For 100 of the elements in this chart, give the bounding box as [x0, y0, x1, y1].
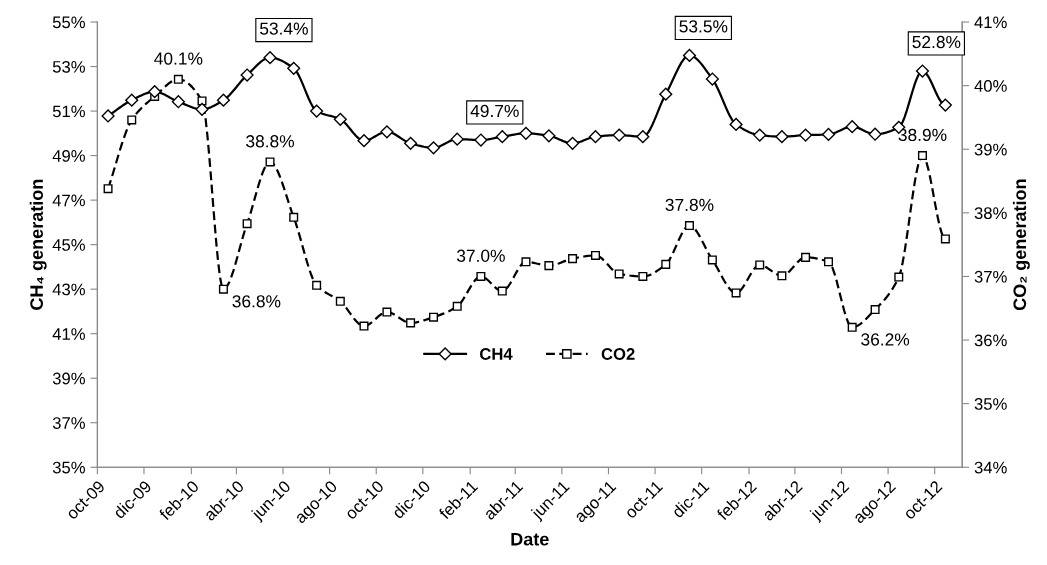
point — [705, 72, 719, 86]
point — [263, 51, 277, 65]
data-label: 36.8% — [232, 295, 281, 308]
point — [495, 130, 509, 144]
legend-label: CH4 — [480, 348, 513, 360]
point — [940, 234, 950, 244]
point — [821, 127, 836, 142]
y-tick-label: 51% — [52, 105, 85, 118]
point — [775, 130, 789, 144]
point — [452, 301, 462, 311]
y-tick-label: 35% — [52, 461, 85, 474]
point — [312, 280, 322, 290]
point — [474, 133, 488, 147]
point — [310, 104, 324, 118]
point — [568, 254, 578, 264]
point — [659, 87, 673, 101]
point — [127, 115, 137, 125]
data-label: 53.4% — [260, 22, 308, 35]
point — [216, 93, 231, 107]
point — [917, 151, 927, 161]
point — [265, 157, 275, 167]
point — [753, 128, 767, 142]
point — [588, 130, 603, 144]
data-label: 40.1% — [154, 52, 203, 65]
y-tick-label: 47% — [52, 194, 85, 207]
point — [359, 321, 369, 331]
y-tick-label: 53% — [52, 60, 85, 73]
point — [426, 141, 441, 155]
point — [612, 128, 626, 142]
y2-tick-label: 37% — [974, 270, 1007, 283]
y2-tick-label: 38% — [974, 207, 1007, 220]
y2-tick-label: 35% — [974, 398, 1007, 410]
point — [894, 272, 904, 282]
point — [173, 74, 183, 84]
point — [847, 322, 857, 332]
point — [240, 68, 254, 82]
point — [101, 109, 115, 123]
point — [638, 271, 648, 281]
point — [148, 85, 162, 99]
y-tick-label: 41% — [52, 328, 85, 340]
y2-tick-label: 36% — [974, 334, 1007, 347]
point — [915, 64, 930, 78]
data-label: 52.8% — [912, 35, 961, 49]
point — [242, 219, 252, 229]
point — [636, 130, 650, 144]
y2-tick-label: 40% — [974, 80, 1007, 92]
y2-tick-label: 34% — [974, 461, 1007, 474]
y2-tick-label: 39% — [974, 143, 1007, 156]
y-tick-label: 39% — [52, 372, 85, 385]
point — [868, 127, 882, 141]
point — [406, 318, 416, 328]
point — [197, 96, 207, 106]
point — [450, 132, 464, 146]
data-label: 49.7% — [470, 104, 519, 118]
y2-axis-title: CO₂ generation — [1012, 179, 1030, 311]
point — [614, 269, 624, 279]
point — [544, 261, 554, 271]
point — [801, 252, 811, 262]
point — [707, 255, 717, 265]
point — [519, 126, 533, 140]
y-tick-label: 49% — [52, 150, 85, 162]
point — [289, 212, 299, 222]
point — [497, 286, 507, 296]
y-axis-title: CH₄ generation — [29, 179, 47, 310]
point — [870, 305, 880, 315]
point — [729, 117, 743, 132]
point — [382, 307, 392, 317]
data-label: 36.2% — [861, 333, 910, 346]
point — [938, 98, 952, 112]
point — [404, 136, 418, 150]
point — [429, 312, 439, 322]
point — [731, 288, 741, 298]
y-tick-label: 55% — [52, 16, 85, 29]
point — [335, 296, 345, 306]
point — [777, 271, 787, 281]
point — [521, 257, 531, 267]
point — [684, 221, 694, 231]
y-tick-label: 43% — [52, 283, 85, 296]
point — [565, 136, 580, 150]
y-tick-label: 37% — [52, 417, 85, 429]
data-label: 37.8% — [665, 198, 714, 212]
legend-label: CO2 — [601, 348, 635, 360]
point — [845, 120, 859, 134]
point — [590, 250, 600, 260]
point — [823, 257, 834, 267]
data-label: 53.5% — [679, 20, 728, 33]
point — [195, 102, 209, 116]
point — [218, 284, 228, 294]
point — [125, 93, 139, 107]
data-label: 38.9% — [898, 128, 947, 142]
point — [357, 134, 371, 148]
data-label: 37.0% — [456, 249, 505, 262]
point — [287, 61, 301, 75]
y2-tick-label: 41% — [974, 16, 1007, 29]
point — [103, 184, 113, 194]
point — [380, 125, 394, 139]
point — [476, 271, 486, 281]
x-axis-title: Date — [511, 532, 549, 546]
data-label: 38.8% — [246, 135, 295, 148]
point — [661, 259, 671, 269]
